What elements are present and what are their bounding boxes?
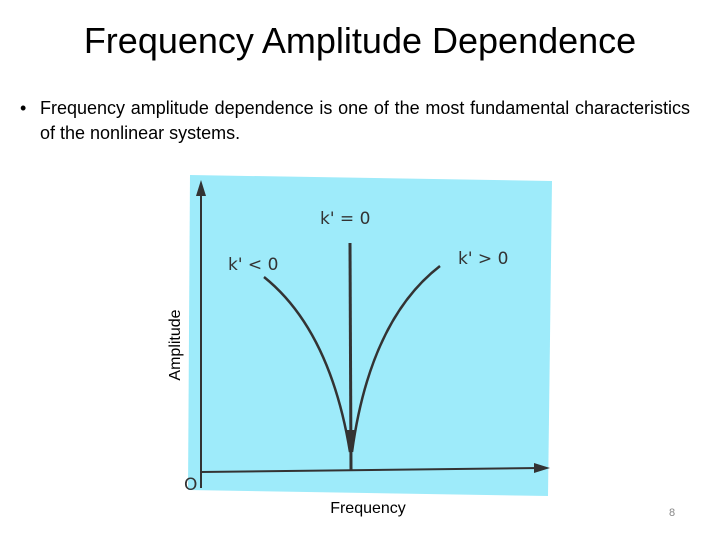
page-number: 8 [668,507,676,519]
right-curve [350,265,441,453]
x-arrow [534,463,550,473]
left-curve [263,276,352,453]
x-axis [200,467,541,473]
bullet: • Frequency amplitude dependence is one … [20,96,690,146]
x-axis-label: Frequency [330,500,406,517]
y-arrow [196,180,206,196]
origin-label: O [184,475,197,495]
slide-title: Frequency Amplitude Dependence [83,20,637,61]
y-axis-label: Amplitude [167,309,184,380]
bullet-dot: • [20,98,27,118]
figure-background [188,175,552,496]
bullet-text: Frequency amplitude dependence is one of… [40,98,690,143]
center-label: k' = 0 [320,209,370,229]
tip [346,430,356,455]
right-label: k' > 0 [458,249,508,269]
left-label: k' < 0 [228,255,278,275]
